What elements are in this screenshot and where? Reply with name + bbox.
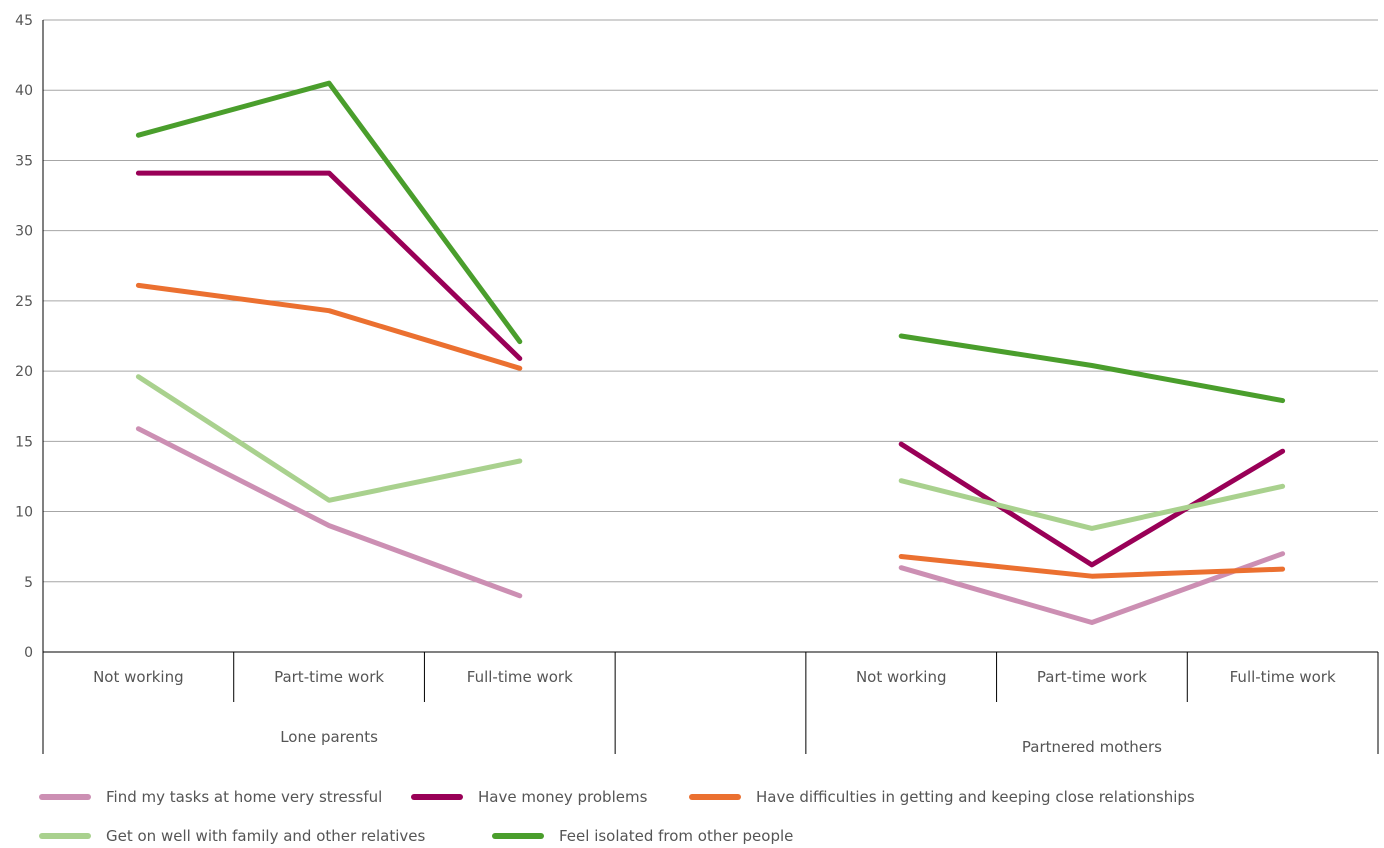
series-line (898, 333, 1286, 404)
category-label: Not working (93, 668, 184, 686)
category-label: Full-time work (467, 668, 573, 686)
category-label: Part-time work (274, 668, 384, 686)
group-label: Partnered mothers (1022, 738, 1162, 756)
category-label: Full-time work (1230, 668, 1336, 686)
legend-label: Get on well with family and other relati… (106, 827, 426, 845)
series-line (898, 441, 1286, 568)
y-tick-label: 25 (15, 294, 33, 310)
axes (42, 20, 1378, 653)
y-tick-labels: 0 5 10 15 20 25 30 35 40 45 (15, 13, 33, 661)
series-line (135, 374, 523, 503)
series-line (135, 282, 523, 371)
series-lines (135, 80, 1286, 625)
category-axis: Not working Part-time work Full-time work N… (42, 652, 1379, 756)
category-label: Part-time work (1037, 668, 1147, 686)
legend-label: Have money problems (478, 788, 648, 806)
y-tick-label: 20 (15, 364, 33, 380)
series-line (898, 551, 1286, 625)
group-label: Lone parents (280, 728, 378, 746)
y-tick-label: 15 (15, 434, 33, 450)
category-label: Not working (856, 668, 947, 686)
series-line (898, 478, 1286, 531)
series-line (898, 554, 1286, 579)
y-tick-label: 35 (15, 153, 33, 169)
y-tick-label: 30 (15, 224, 33, 240)
y-tick-label: 10 (15, 505, 33, 521)
legend-label: Have difficulties in getting and keeping… (756, 788, 1195, 806)
y-tick-label: 5 (24, 575, 33, 591)
series-line (135, 170, 523, 361)
legend-label: Find my tasks at home very stressful (106, 788, 382, 806)
legend-label: Feel isolated from other people (559, 827, 793, 845)
y-tick-label: 40 (15, 83, 33, 99)
y-tick-label: 0 (24, 645, 33, 661)
series-line (135, 426, 523, 599)
legend: Find my tasks at home very stressful Have… (39, 788, 1195, 845)
series-line (135, 80, 523, 345)
y-tick-label: 45 (15, 13, 33, 29)
